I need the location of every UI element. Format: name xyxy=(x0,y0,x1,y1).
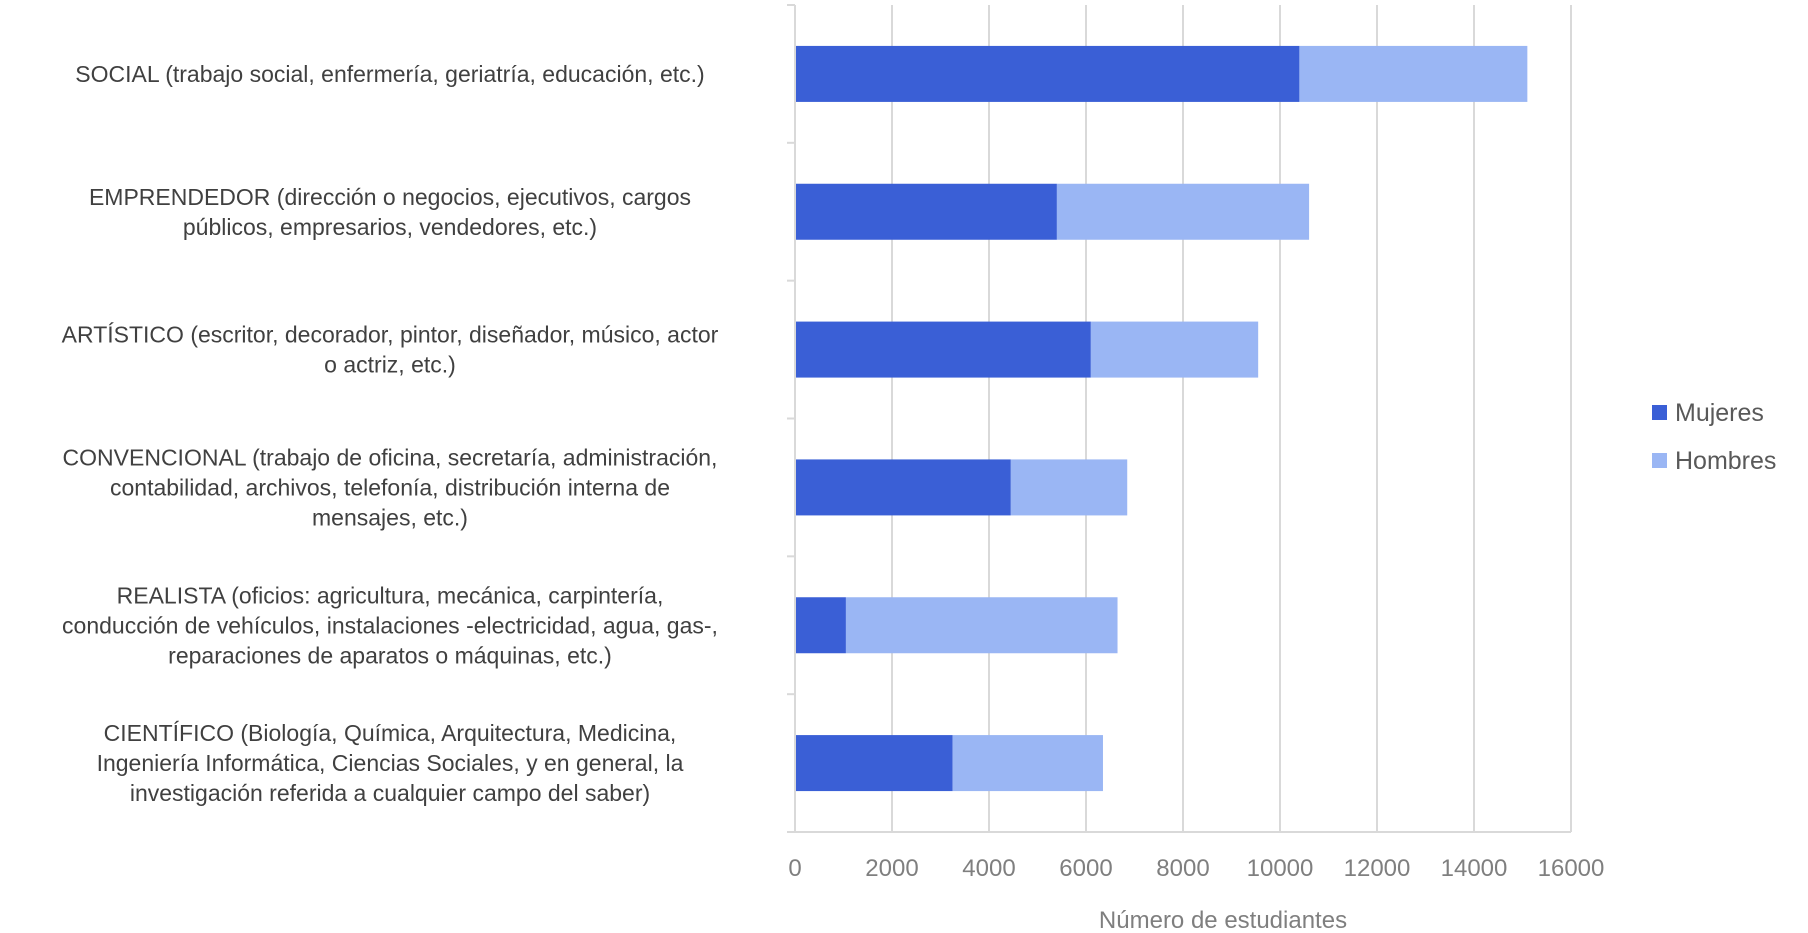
x-tick-label: 8000 xyxy=(1156,855,1209,882)
legend-swatch-hombres xyxy=(1652,453,1667,468)
category-label-line: públicos, empresarios, vendedores, etc.) xyxy=(183,214,597,240)
bar-mujeres xyxy=(795,735,953,792)
bar-mujeres xyxy=(795,45,1300,102)
axes xyxy=(787,4,1571,833)
category-label: EMPRENDEDOR (dirección o negocios, ejecu… xyxy=(89,184,691,240)
bar-hombres xyxy=(1010,459,1128,516)
x-tick-label: 0 xyxy=(788,855,801,882)
bar-mujeres xyxy=(795,459,1011,516)
x-tick-labels: 0 2000 4000 6000 8000 10000 12000 14000 16000 xyxy=(788,855,1604,882)
x-tick-label: 14000 xyxy=(1441,855,1508,882)
bars xyxy=(795,45,1528,792)
category-label: CONVENCIONAL (trabajo de oficina, secret… xyxy=(63,444,718,530)
bar-hombres xyxy=(1299,45,1528,102)
legend-swatch-mujeres xyxy=(1652,405,1667,420)
category-label-line: reparaciones de aparatos o máquinas, etc… xyxy=(168,642,612,668)
category-label: CIENTÍFICO (Biología, Química, Arquitect… xyxy=(97,720,684,806)
category-label-line: o actriz, etc.) xyxy=(324,352,456,378)
x-tick-label: 12000 xyxy=(1344,855,1411,882)
category-label-line: REALISTA (oficios: agricultura, mecánica… xyxy=(117,582,664,608)
category-label-line: CIENTÍFICO (Biología, Química, Arquitect… xyxy=(104,720,677,746)
legend-label-hombres: Hombres xyxy=(1675,447,1776,475)
category-label-line: EMPRENDEDOR (dirección o negocios, ejecu… xyxy=(89,184,691,210)
bar-hombres xyxy=(1056,183,1310,240)
bar-hombres xyxy=(1090,321,1259,378)
x-tick-label: 10000 xyxy=(1247,855,1314,882)
category-label-line: conducción de vehículos, instalaciones -… xyxy=(62,612,718,638)
category-label: ARTÍSTICO (escritor, decorador, pintor, … xyxy=(62,322,719,378)
category-label-line: investigación referida a cualquier campo… xyxy=(130,780,650,806)
x-tick-label: 16000 xyxy=(1538,855,1605,882)
category-label-line: CONVENCIONAL (trabajo de oficina, secret… xyxy=(63,444,718,470)
x-tick-label: 4000 xyxy=(962,855,1015,882)
bar-mujeres xyxy=(795,321,1091,378)
category-label: REALISTA (oficios: agricultura, mecánica… xyxy=(62,582,718,668)
bar-mujeres xyxy=(795,183,1057,240)
x-tick-label: 2000 xyxy=(865,855,918,882)
category-labels: SOCIAL (trabajo social, enfermería, geri… xyxy=(62,61,719,806)
legend-label-mujeres: Mujeres xyxy=(1675,399,1764,427)
bar-hombres xyxy=(952,735,1103,792)
legend: Mujeres Hombres xyxy=(1652,399,1776,475)
category-label: SOCIAL (trabajo social, enfermería, geri… xyxy=(75,61,704,87)
x-axis-title: Número de estudiantes xyxy=(1099,907,1347,933)
category-label-line: mensajes, etc.) xyxy=(312,504,468,530)
bar-mujeres xyxy=(795,597,846,654)
category-label-line: SOCIAL (trabajo social, enfermería, geri… xyxy=(75,61,704,87)
category-label-line: Ingeniería Informática, Ciencias Sociale… xyxy=(97,750,684,776)
category-label-line: ARTÍSTICO (escritor, decorador, pintor, … xyxy=(62,322,719,348)
gridlines xyxy=(891,5,1572,832)
x-tick-label: 6000 xyxy=(1059,855,1112,882)
bar-hombres xyxy=(845,597,1118,654)
category-label-line: contabilidad, archivos, telefonía, distr… xyxy=(110,474,670,500)
